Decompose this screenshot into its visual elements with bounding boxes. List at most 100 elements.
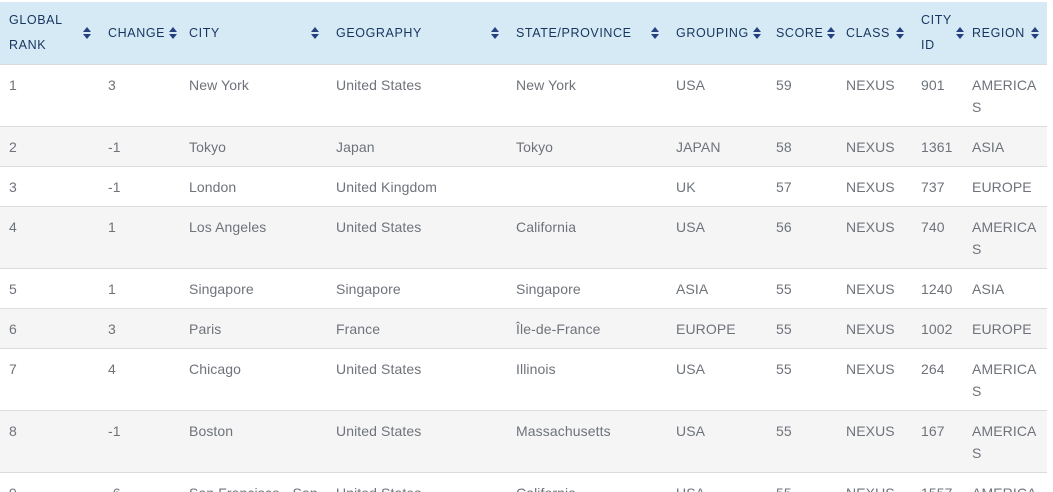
cell-global_rank: 3 [9,179,17,195]
cell-class: NEXUS [837,473,912,492]
table-row: 2 -1 Tokyo Japan Tokyo JAPAN 58 NEXUS 1361 ASIA [0,126,1047,167]
cell-class: NEXUS [846,77,895,93]
column-label-geography: GEOGRAPHY [336,25,422,40]
sort-down-triangle-icon [896,34,904,39]
cell-class: NEXUS [846,281,895,297]
cell-geography: United States [336,423,422,439]
cell-score: 56 [776,219,792,235]
sort-up-triangle-icon [752,27,761,32]
column-header-class[interactable]: CLASS [837,2,912,65]
cell-state_province: California [516,219,577,235]
cell-state_province [507,167,667,207]
cell-change: 4 [108,361,116,377]
cell-change: 1 [108,281,116,297]
cell-class: NEXUS [846,423,895,439]
sort-up-triangle-icon [1031,27,1039,32]
sort-up-triangle-icon [651,27,659,32]
cell-geography: France [336,321,381,337]
cell-state_province: Singapore [516,281,581,297]
cell-geography: United States [336,219,422,235]
column-header-geography[interactable]: GEOGRAPHY [327,2,507,65]
table-row: 1 3 New York United States New York USA 59 NEXU… [0,64,1047,127]
cell-city_id: 1557 [912,473,963,492]
sort-icon[interactable] [83,27,91,39]
sort-up-triangle-icon [827,27,836,32]
cell-change: 3 [108,321,116,337]
sort-icon[interactable] [491,27,499,39]
cell-state_province: New York [516,77,576,93]
cell-region: AMERICAS [972,423,1037,461]
sort-down-triangle-icon [311,34,319,39]
cell-region: AMERICAS [972,77,1037,115]
cell-score: 55 [776,361,792,377]
cell-score: 57 [776,179,792,195]
cell-state_province: Illinois [516,361,556,377]
sort-icon[interactable] [896,27,904,39]
cell-global_rank: 9 [0,473,99,492]
column-header-global_rank[interactable]: GLOBAL RANK [0,2,99,65]
cell-city: Paris [189,321,222,337]
cell-global_rank: 1 [9,77,17,93]
cell-region: ASIA [972,281,1005,297]
column-label-change: CHANGE [108,25,166,40]
column-label-city_id: CITY ID [921,13,952,52]
cell-class: NEXUS [846,361,895,377]
sort-icon[interactable] [311,27,319,39]
table-row: 9-6San Francisco - San JoseUnited States… [0,472,1047,492]
sort-up-triangle-icon [83,27,91,32]
sort-up-triangle-icon [311,27,319,32]
sort-icon[interactable] [651,27,659,39]
column-header-score[interactable]: SCORE [767,2,837,65]
cell-state_province: Tokyo [516,139,554,155]
cell-city: Singapore [189,281,254,297]
cell-city_id: 740 [921,219,945,235]
cell-region: EUROPE [972,179,1032,195]
cell-grouping: USA [676,219,706,235]
sort-down-triangle-icon [827,34,836,39]
cell-global_rank: 4 [9,219,17,235]
cell-region: AMERICAS [963,473,1047,492]
column-header-city_id[interactable]: CITY ID [912,2,964,65]
cell-region: AMERICAS [972,361,1037,399]
column-header-change[interactable]: CHANGE [99,2,180,65]
cell-change: -1 [108,179,121,195]
cell-score: 58 [776,139,792,155]
cell-city: Tokyo [189,139,227,155]
cell-grouping: JAPAN [676,139,721,155]
cell-global_rank: 7 [9,361,17,377]
cell-city_id: 737 [921,179,945,195]
sort-down-triangle-icon [169,34,178,39]
sort-down-triangle-icon [651,34,659,39]
table-row: 3 -1 London United Kingdom UK 57 NEXUS 737 EUROP… [0,166,1047,207]
cell-change: -6 [99,473,180,492]
table-row: 7 4 Chicago United States Illinois USA 55 NEXUS… [0,348,1047,411]
column-header-city[interactable]: CITY [180,2,327,65]
cell-geography: Singapore [336,281,401,297]
sort-icon[interactable] [169,27,178,39]
cell-grouping: UK [676,179,696,195]
cell-class: NEXUS [846,321,895,337]
column-label-state_province: STATE/PROVINCE [516,25,632,40]
cell-score: 55 [776,321,792,337]
sort-icon[interactable] [955,27,964,39]
cell-city_id: 1240 [921,281,953,297]
cell-city: Boston [189,423,234,439]
cell-global_rank: 8 [9,423,17,439]
cell-grouping: USA [667,473,767,492]
column-header-state_province[interactable]: STATE/PROVINCE [507,2,667,65]
sort-up-triangle-icon [169,27,178,32]
column-header-region[interactable]: REGION [963,2,1047,65]
table-body: 1 3 New York United States New York USA 59 NEXU… [0,64,1047,492]
cell-city_id: 167 [921,423,945,439]
cell-class: NEXUS [846,179,895,195]
sort-icon[interactable] [1031,27,1039,39]
column-label-global_rank: GLOBAL RANK [9,13,63,52]
column-header-grouping[interactable]: GROUPING [667,2,767,65]
cell-state_province: California [507,473,667,492]
cell-city: Los Angeles [189,219,267,235]
sort-icon[interactable] [827,27,836,39]
sort-down-triangle-icon [83,34,91,39]
cell-city: San Francisco - San Jose [180,473,327,492]
sort-icon[interactable] [752,27,761,39]
